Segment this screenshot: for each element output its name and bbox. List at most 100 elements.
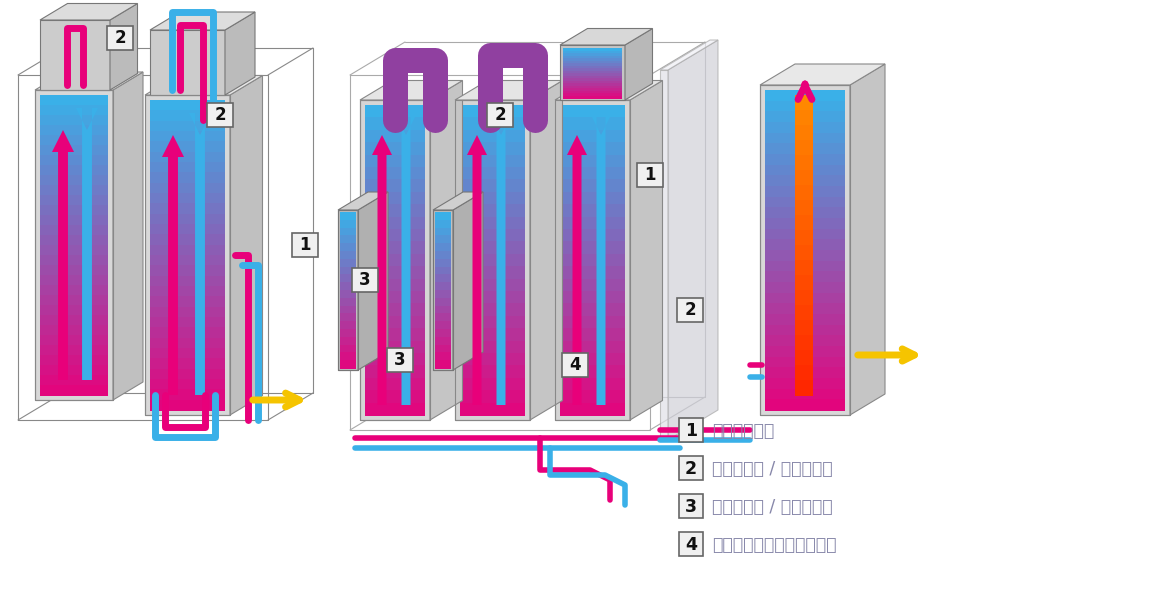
Text: 顶装式空气 / 水热交换器: 顶装式空气 / 水热交换器 <box>712 460 832 478</box>
Bar <box>460 278 525 292</box>
Bar <box>40 105 109 116</box>
Bar <box>340 321 356 330</box>
Bar <box>340 337 356 346</box>
Polygon shape <box>151 12 256 30</box>
Text: 1: 1 <box>644 166 656 184</box>
Bar <box>560 180 626 193</box>
Bar <box>365 105 425 118</box>
Bar <box>562 65 622 69</box>
Bar <box>340 220 356 228</box>
Polygon shape <box>530 80 562 420</box>
Bar <box>562 93 622 96</box>
Bar <box>460 105 525 118</box>
Bar <box>460 378 525 391</box>
Bar <box>435 360 450 369</box>
Polygon shape <box>359 80 462 100</box>
Text: 2: 2 <box>215 106 225 124</box>
Bar <box>435 282 450 291</box>
Bar <box>460 142 525 156</box>
Bar <box>365 403 425 416</box>
Bar <box>435 243 450 252</box>
Bar <box>340 251 356 260</box>
Bar <box>365 390 425 403</box>
Bar <box>365 130 425 143</box>
Bar <box>151 317 225 328</box>
Bar <box>766 207 845 219</box>
Polygon shape <box>661 40 718 70</box>
Bar <box>435 345 450 353</box>
Bar <box>151 234 225 246</box>
Bar <box>40 315 109 326</box>
Bar <box>562 68 622 71</box>
Bar <box>766 133 845 145</box>
Bar <box>40 235 109 246</box>
Bar <box>340 228 356 236</box>
Bar <box>795 185 813 201</box>
Bar <box>151 400 225 411</box>
Bar <box>560 142 626 156</box>
Text: 壁装式空气 / 水热交换器: 壁装式空气 / 水热交换器 <box>712 498 832 516</box>
Bar <box>460 353 525 367</box>
Bar <box>766 325 845 336</box>
Bar <box>562 88 622 92</box>
FancyBboxPatch shape <box>677 298 703 322</box>
Bar <box>766 293 845 304</box>
Polygon shape <box>560 45 626 100</box>
Bar <box>562 78 622 82</box>
Bar <box>562 55 622 59</box>
Bar <box>340 236 356 244</box>
Polygon shape <box>555 80 663 100</box>
Bar <box>460 316 525 329</box>
Bar <box>435 274 450 283</box>
FancyBboxPatch shape <box>562 353 588 377</box>
Bar <box>151 369 225 380</box>
Bar <box>365 229 425 242</box>
Bar <box>766 378 845 390</box>
Polygon shape <box>455 80 562 100</box>
Polygon shape <box>35 90 113 400</box>
Bar <box>40 345 109 356</box>
Polygon shape <box>850 64 885 415</box>
FancyBboxPatch shape <box>679 418 703 442</box>
Polygon shape <box>560 29 652 45</box>
Polygon shape <box>567 135 587 405</box>
Bar <box>560 254 626 267</box>
Bar <box>40 325 109 336</box>
Bar <box>460 303 525 317</box>
Bar <box>795 320 813 336</box>
Bar <box>40 255 109 266</box>
Bar <box>40 295 109 306</box>
Bar <box>40 195 109 206</box>
Bar <box>435 259 450 268</box>
Polygon shape <box>358 192 387 370</box>
Bar <box>560 278 626 292</box>
Bar <box>560 130 626 143</box>
Polygon shape <box>668 40 718 440</box>
Bar <box>151 224 225 236</box>
Bar <box>40 245 109 256</box>
Bar <box>40 155 109 166</box>
Bar <box>562 58 622 61</box>
Bar <box>365 365 425 379</box>
Polygon shape <box>396 115 415 405</box>
Polygon shape <box>455 100 530 420</box>
Bar <box>435 290 450 299</box>
Bar <box>560 242 626 255</box>
Polygon shape <box>491 115 511 405</box>
Bar <box>435 352 450 361</box>
Bar <box>40 165 109 176</box>
Polygon shape <box>661 70 668 440</box>
Bar <box>766 90 845 102</box>
Bar <box>560 365 626 379</box>
Bar <box>40 115 109 126</box>
Bar <box>435 329 450 338</box>
Bar <box>40 125 109 136</box>
Bar <box>766 228 845 240</box>
Bar <box>562 80 622 84</box>
Bar <box>562 51 622 54</box>
Bar <box>795 290 813 306</box>
Bar <box>766 218 845 230</box>
Bar <box>795 365 813 381</box>
Bar <box>340 243 356 252</box>
Bar <box>40 225 109 236</box>
